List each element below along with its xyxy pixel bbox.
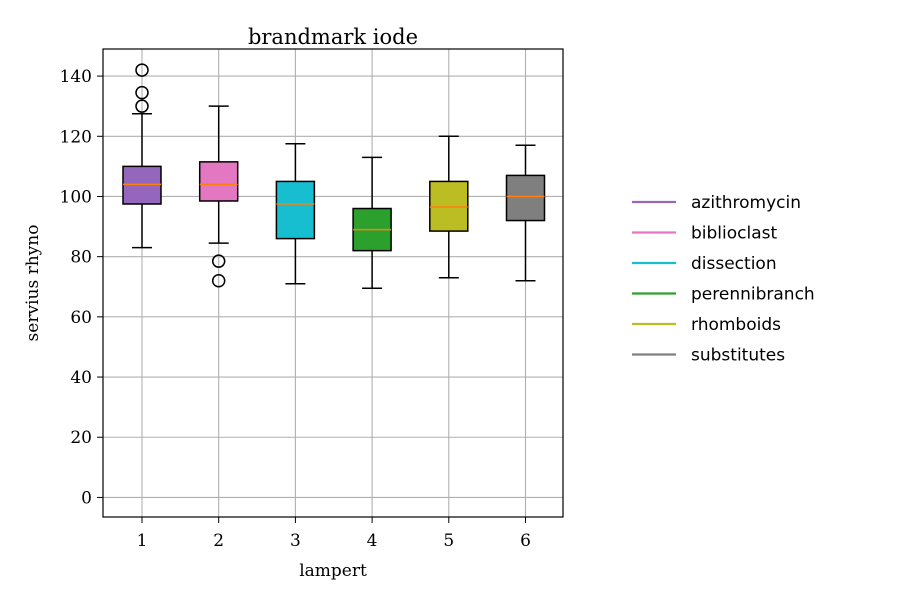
legend-label: azithromycin [691,193,801,213]
tick-layer: 0 20 40 60 80 100 120 140 1 2 3 4 5 6 [60,67,531,551]
legend-label: rhomboids [691,315,781,335]
x-tick-label: 2 [213,531,224,551]
legend-label: biblioclast [691,224,777,244]
outlier-point [135,99,149,113]
box-iqr [275,180,316,240]
box-layer [122,63,546,290]
y-axis-label: servius rhyno [23,225,43,342]
box-iqr [505,174,546,222]
y-tick-label: 80 [70,248,92,268]
x-axis-label: lampert [299,561,367,581]
y-tick-label: 100 [60,187,92,207]
box-dissection [275,143,316,285]
box-iqr [198,161,239,202]
x-tick-label: 6 [520,531,531,551]
y-tick-label: 60 [70,308,92,328]
outlier-point [135,63,149,77]
box-substitutes [505,144,546,282]
legend-label: substitutes [691,346,785,366]
plot-frame [102,48,564,518]
box-perennibranch [352,156,392,290]
y-tick-label: 20 [70,428,92,448]
chart-title: brandmark iode [248,25,418,49]
legend-label: perennibranch [691,285,815,305]
outlier-point [211,273,226,288]
x-tick-label: 1 [137,531,148,551]
box-rhomboids [429,135,469,279]
outlier-point [135,85,149,100]
legend: azithromycin biblioclast dissection perenni… [632,193,815,366]
y-tick-label: 40 [70,368,92,388]
y-tick-label: 0 [81,488,92,508]
x-tick-label: 3 [290,531,301,551]
y-tick-label: 120 [60,127,92,147]
box-biblioclast [198,105,239,288]
legend-label: dissection [691,254,777,274]
y-tick-label: 140 [60,67,92,87]
box-azithromycin [122,63,162,249]
box-iqr [122,165,162,205]
box-iqr [429,180,469,232]
x-tick-label: 5 [443,531,454,551]
grid-layer [103,49,563,517]
x-tick-label: 4 [367,531,378,551]
outlier-point [211,254,226,268]
